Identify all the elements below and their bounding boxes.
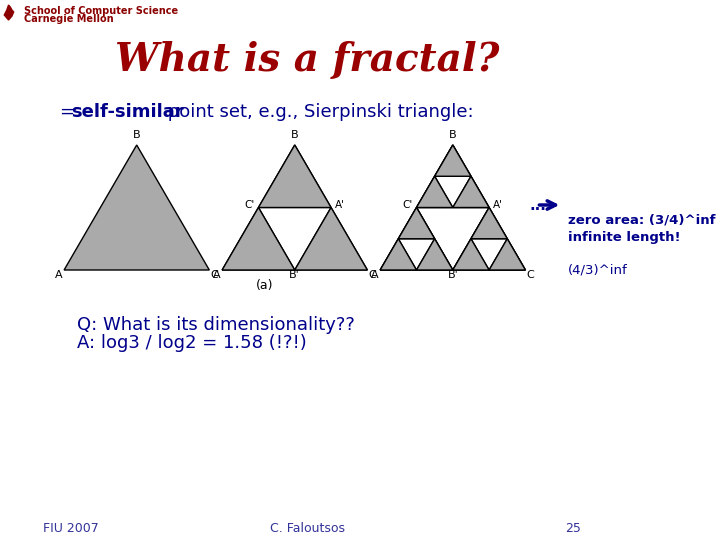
Text: C': C' xyxy=(402,199,413,210)
Polygon shape xyxy=(4,5,14,20)
Text: A: A xyxy=(213,270,221,280)
Polygon shape xyxy=(222,145,367,270)
Polygon shape xyxy=(398,239,435,270)
Polygon shape xyxy=(64,145,210,270)
Polygon shape xyxy=(380,145,526,270)
Text: FIU 2007: FIU 2007 xyxy=(42,522,99,535)
Text: A': A' xyxy=(335,199,345,210)
Text: What is a fractal?: What is a fractal? xyxy=(115,41,500,79)
Text: zero area: (3/4)^inf: zero area: (3/4)^inf xyxy=(568,213,716,226)
Text: C': C' xyxy=(245,199,255,210)
Polygon shape xyxy=(258,207,331,270)
Polygon shape xyxy=(471,239,508,270)
Polygon shape xyxy=(435,145,471,176)
Text: 25: 25 xyxy=(565,522,581,535)
Text: (a): (a) xyxy=(256,279,274,292)
Text: point set, e.g., Sierpinski triangle:: point set, e.g., Sierpinski triangle: xyxy=(162,103,474,121)
Polygon shape xyxy=(453,207,526,270)
Text: self-similar: self-similar xyxy=(71,103,184,121)
Polygon shape xyxy=(435,176,471,207)
Polygon shape xyxy=(416,145,489,207)
Polygon shape xyxy=(416,207,489,270)
Text: infinite length!: infinite length! xyxy=(568,231,681,244)
Polygon shape xyxy=(489,239,526,270)
Text: =: = xyxy=(60,103,81,121)
Polygon shape xyxy=(294,207,367,270)
Text: B': B' xyxy=(447,270,458,280)
Text: School of Computer Science: School of Computer Science xyxy=(24,6,178,16)
Text: C. Faloutsos: C. Faloutsos xyxy=(270,522,345,535)
Polygon shape xyxy=(471,207,508,239)
Text: C: C xyxy=(526,270,534,280)
Text: B: B xyxy=(291,130,299,140)
Text: A: A xyxy=(55,270,63,280)
Polygon shape xyxy=(416,176,453,207)
Polygon shape xyxy=(222,207,294,270)
Text: A: log3 / log2 = 1.58 (!?!): A: log3 / log2 = 1.58 (!?!) xyxy=(77,334,307,352)
Text: Carnegie Mellon: Carnegie Mellon xyxy=(24,14,114,24)
Text: (4/3)^inf: (4/3)^inf xyxy=(568,264,628,276)
Text: ...: ... xyxy=(530,198,546,213)
Polygon shape xyxy=(416,239,453,270)
Text: C: C xyxy=(369,270,377,280)
Polygon shape xyxy=(258,145,331,207)
Text: B: B xyxy=(449,130,456,140)
Text: C: C xyxy=(210,270,218,280)
Text: Q: What is its dimensionality??: Q: What is its dimensionality?? xyxy=(77,316,355,334)
Text: A': A' xyxy=(492,199,503,210)
Text: B': B' xyxy=(289,270,300,280)
Polygon shape xyxy=(398,207,435,239)
Polygon shape xyxy=(380,239,416,270)
Text: A: A xyxy=(372,270,379,280)
Polygon shape xyxy=(453,239,489,270)
Polygon shape xyxy=(380,207,453,270)
Polygon shape xyxy=(453,176,489,207)
Text: B: B xyxy=(133,130,140,140)
